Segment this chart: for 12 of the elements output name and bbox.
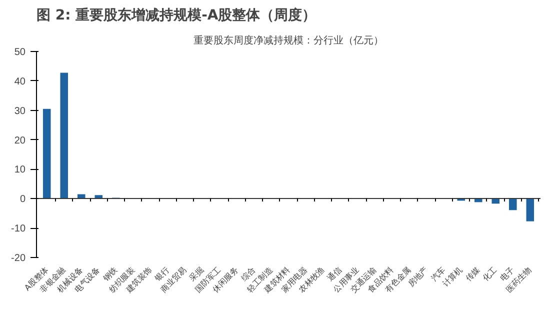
x-tick-label: 化工 [481,265,499,283]
y-tick-label: -20 [11,253,26,264]
y-tick-label: 30 [14,106,26,117]
y-tick-label: 20 [14,135,26,146]
chart-title: 图 2: 重要股东增减持规模-A股整体（周度） [36,6,316,24]
chart-subtitle: 重要股东周度净减持规模：分行业（亿元） [194,34,384,46]
y-tick-label: -10 [11,224,26,235]
y-tick-label: 0 [20,194,26,206]
y-tick-label: 10 [14,164,26,176]
y-tick-label: 40 [14,76,26,88]
y-tick-label: 50 [14,47,26,58]
x-tick-label: 传媒 [464,265,482,283]
